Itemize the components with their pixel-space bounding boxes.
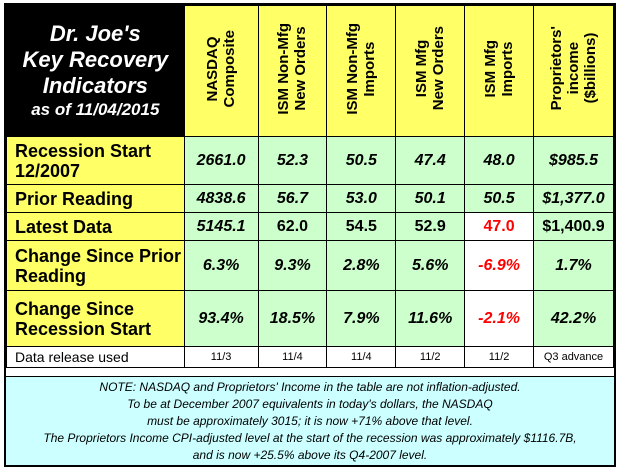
table-cell: $1,400.9 xyxy=(533,212,614,241)
indicators-table: Dr. Joe's Key Recovery Indicators as of … xyxy=(6,5,614,368)
footnote-line: and is now +25.5% above its Q4-2007 leve… xyxy=(192,448,428,462)
table-cell: 52.3 xyxy=(257,136,328,185)
table-cell-negative: 47.0 xyxy=(464,212,535,241)
table-cell-negative: -2.1% xyxy=(464,290,535,347)
table-row-recession-start: Recession Start 12/2007 2661.0 52.3 50.5… xyxy=(6,136,614,185)
table-cell: 6.3% xyxy=(183,240,259,291)
table-cell: 2661.0 xyxy=(183,136,259,185)
release-cell: 11/2 xyxy=(395,346,466,368)
column-header-ism-nonmfg-new-orders: ISM Non-Mfg New Orders xyxy=(257,5,328,137)
table-cell: 53.0 xyxy=(326,184,397,213)
table-cell: 62.0 xyxy=(257,212,328,241)
table-title: Dr. Joe's Key Recovery Indicators as of … xyxy=(6,5,185,137)
table-cell: $1,377.0 xyxy=(533,184,614,213)
title-line-2: Key Recovery xyxy=(22,47,169,72)
title-date: as of 11/04/2015 xyxy=(31,100,160,119)
table-cell: 2.8% xyxy=(326,240,397,291)
row-label: Recession Start 12/2007 xyxy=(6,136,185,185)
footnote-line: To be at December 2007 equivalents in to… xyxy=(127,397,493,411)
table-cell: 4838.6 xyxy=(183,184,259,213)
column-header-proprietors-income: Proprietors' income ($billions) xyxy=(533,5,614,137)
row-label: Change Since Recession Start xyxy=(6,290,185,347)
table-row-data-release: Data release used 11/3 11/4 11/4 11/2 11… xyxy=(6,346,614,368)
column-header-ism-mfg-imports: ISM Mfg Imports xyxy=(464,5,535,137)
table-cell: 5.6% xyxy=(395,240,466,291)
table-cell: 18.5% xyxy=(257,290,328,347)
row-label: Change Since Prior Reading xyxy=(6,240,185,291)
table-cell: 93.4% xyxy=(183,290,259,347)
title-line-3: Indicators xyxy=(42,73,148,98)
table-cell: 50.5 xyxy=(326,136,397,185)
table-row-change-since-recession: Change Since Recession Start 93.4% 18.5%… xyxy=(6,290,614,347)
table-cell: 52.9 xyxy=(395,212,466,241)
table-cell: 1.7% xyxy=(533,240,614,291)
release-cell: 11/2 xyxy=(464,346,535,368)
table-cell: 50.1 xyxy=(395,184,466,213)
row-label: Latest Data xyxy=(6,212,185,241)
footnote-line: NOTE: NASDAQ and Proprietors' Income in … xyxy=(99,380,521,394)
table-cell: 5145.1 xyxy=(183,212,259,241)
footnote: NOTE: NASDAQ and Proprietors' Income in … xyxy=(6,376,614,465)
table-cell: 54.5 xyxy=(326,212,397,241)
table-cell: 9.3% xyxy=(257,240,328,291)
release-cell: 11/4 xyxy=(326,346,397,368)
table-row-prior-reading: Prior Reading 4838.6 56.7 53.0 50.1 50.5… xyxy=(6,184,614,213)
release-cell: 11/3 xyxy=(183,346,259,368)
table-cell: 56.7 xyxy=(257,184,328,213)
table-cell: 47.4 xyxy=(395,136,466,185)
column-header-ism-nonmfg-imports: ISM Non-Mfg Imports xyxy=(326,5,397,137)
table-cell: 11.6% xyxy=(395,290,466,347)
indicators-table-sheet: Dr. Joe's Key Recovery Indicators as of … xyxy=(4,3,616,467)
table-row-latest-data: Latest Data 5145.1 62.0 54.5 52.9 47.0 $… xyxy=(6,212,614,241)
title-line-1: Dr. Joe's xyxy=(49,21,141,46)
release-cell: 11/4 xyxy=(257,346,328,368)
table-row-change-since-prior: Change Since Prior Reading 6.3% 9.3% 2.8… xyxy=(6,240,614,291)
column-header-nasdaq: NASDAQ Composite xyxy=(183,5,259,137)
table-cell: $985.5 xyxy=(533,136,614,185)
release-cell: Q3 advance xyxy=(533,346,614,368)
column-header-ism-mfg-new-orders: ISM Mfg New Orders xyxy=(395,5,466,137)
footnote-line: The Proprietors Income CPI-adjusted leve… xyxy=(43,431,577,445)
table-cell: 42.2% xyxy=(533,290,614,347)
release-label: Data release used xyxy=(6,346,185,368)
row-label: Prior Reading xyxy=(6,184,185,213)
table-cell: 50.5 xyxy=(464,184,535,213)
table-cell: 7.9% xyxy=(326,290,397,347)
table-cell-negative: -6.9% xyxy=(464,240,535,291)
footnote-line: must be approximately 3015; it is now +7… xyxy=(147,414,473,428)
table-cell: 48.0 xyxy=(464,136,535,185)
